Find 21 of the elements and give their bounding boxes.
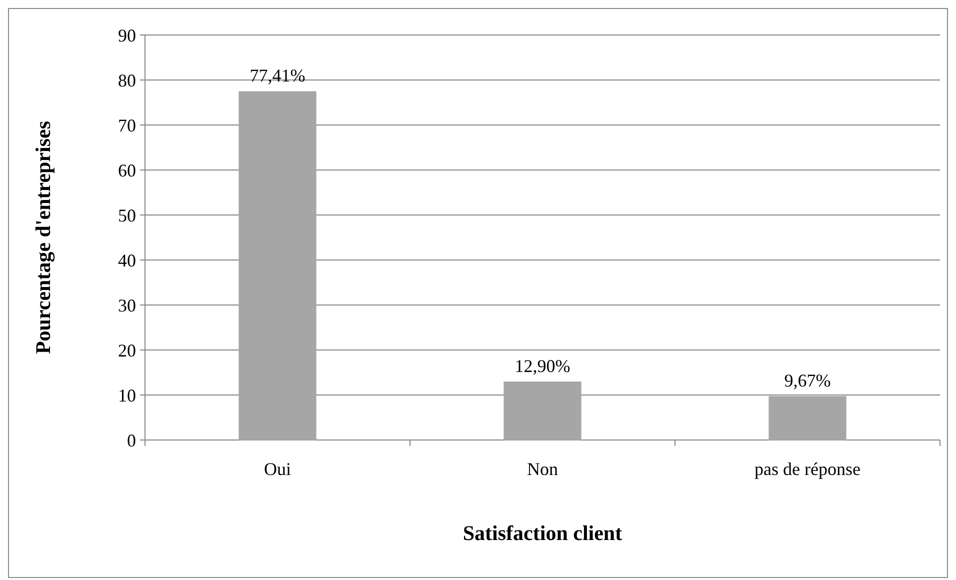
data-label: 12,90% [514,356,570,376]
data-label: 9,67% [784,370,831,390]
x-tick-label: Oui [264,459,291,479]
bar [238,91,316,440]
x-tick-label: pas de réponse [754,459,860,479]
y-tick-label: 80 [118,70,136,90]
bar [768,396,846,440]
y-tick-label: 40 [118,250,136,270]
y-tick-label: 10 [118,385,136,406]
y-tick-label: 60 [118,160,136,180]
bar [504,382,582,440]
y-tick-label: 30 [118,295,136,316]
y-tick-label: 50 [118,205,136,226]
y-tick-label: 70 [118,115,136,136]
x-tick-label: Non [527,459,558,479]
y-tick-label: 90 [118,25,136,46]
y-tick-label: 0 [127,430,136,450]
x-axis-title: Satisfaction client [462,521,622,545]
y-tick-label: 20 [118,340,136,360]
y-axis-title: Pourcentage d'entreprises [31,120,55,354]
data-label: 77,41% [250,66,306,86]
